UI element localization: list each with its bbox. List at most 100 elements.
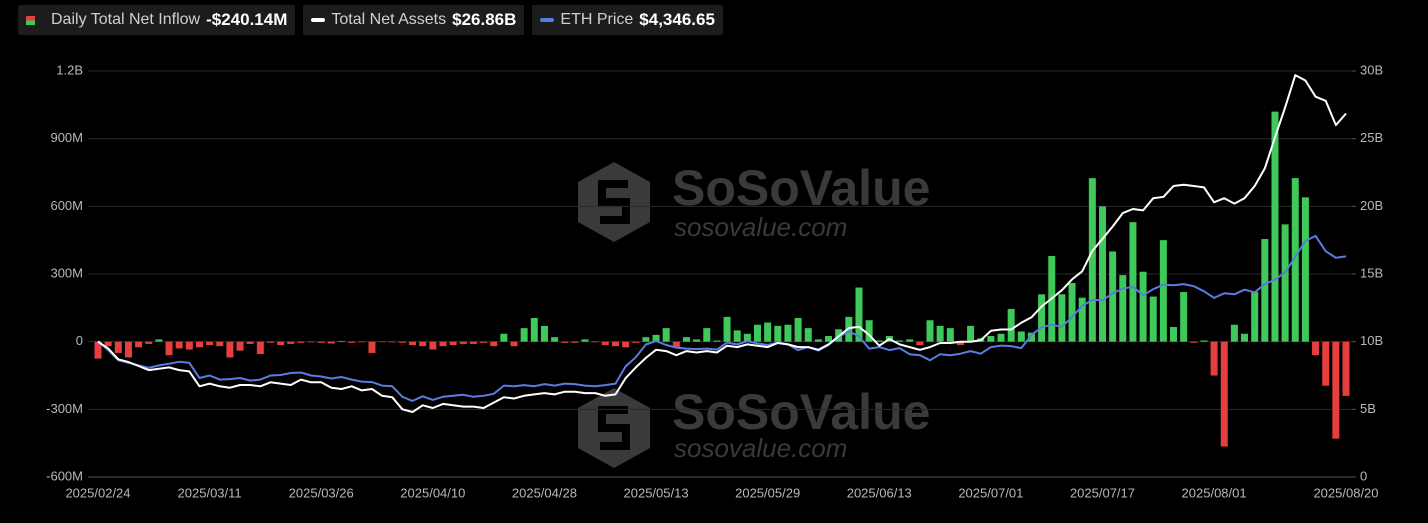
bar (1241, 333, 1249, 342)
bar (1027, 332, 1035, 342)
bar (946, 328, 954, 342)
bar (581, 339, 589, 342)
y2-tick-label: 30B (1360, 62, 1383, 77)
y2-tick-label: 10B (1360, 333, 1383, 348)
bar (358, 341, 366, 343)
bar (226, 341, 234, 358)
bar (784, 324, 792, 342)
bar (368, 341, 376, 353)
bar (1190, 341, 1198, 343)
bar (622, 341, 630, 348)
bar (135, 341, 143, 348)
watermark-logo (578, 162, 650, 242)
bar (642, 337, 650, 342)
bar (1068, 283, 1076, 342)
bar (896, 340, 904, 342)
bar (338, 340, 346, 342)
bar (774, 325, 782, 342)
bar (236, 341, 244, 351)
bar (114, 341, 122, 353)
bar (287, 341, 295, 344)
bar (1230, 324, 1238, 342)
watermark-brand: SoSoValue (672, 160, 930, 216)
y-tick-label: 0 (76, 333, 83, 348)
bar (804, 328, 812, 342)
bar (439, 341, 447, 347)
legend-value: -$240.14M (206, 10, 288, 29)
x-tick-label: 2025/07/17 (1070, 485, 1135, 500)
watermark-brand: SoSoValue (672, 384, 930, 440)
x-tick-label: 2025/07/01 (958, 485, 1023, 500)
bar (520, 328, 528, 342)
bar (1301, 197, 1309, 342)
x-tick-label: 2025/04/28 (512, 485, 577, 500)
bar (388, 341, 396, 343)
bar (530, 317, 538, 342)
x-tick-label: 2025/05/13 (624, 485, 689, 500)
line (97, 74, 1347, 413)
bar (916, 341, 924, 346)
bar (1261, 239, 1269, 342)
bar (703, 328, 711, 342)
bar (591, 341, 599, 343)
bar (571, 341, 579, 343)
bar (469, 341, 477, 344)
bar (997, 333, 1005, 342)
bar (733, 330, 741, 342)
bar (1271, 111, 1279, 342)
bar (926, 320, 934, 342)
bar (855, 287, 863, 342)
bar (865, 320, 873, 342)
bar (814, 339, 822, 342)
bar (713, 340, 721, 342)
bar (1180, 292, 1188, 342)
bar (1149, 296, 1157, 342)
bar (754, 324, 762, 342)
y-tick-label: -300M (46, 401, 83, 416)
line (97, 234, 1347, 402)
legend-item[interactable]: Total Net Assets $26.86B (303, 5, 525, 35)
bar (1109, 251, 1117, 342)
bar (1017, 331, 1025, 342)
bar (124, 341, 132, 358)
bar (94, 341, 102, 359)
bar (1098, 206, 1106, 342)
bar (611, 341, 619, 347)
bar (672, 341, 680, 348)
bar (327, 341, 335, 344)
bar (1200, 340, 1208, 342)
y-tick-label: 300M (50, 265, 83, 280)
y2-tick-label: 25B (1360, 130, 1383, 145)
bar (561, 341, 569, 343)
bar (246, 341, 254, 344)
bar (1159, 240, 1167, 342)
watermark-url: sosovalue.com (674, 212, 847, 242)
bar (409, 341, 417, 346)
bar (277, 341, 285, 346)
bar (1291, 178, 1299, 342)
y-tick-label: 900M (50, 130, 83, 145)
bar (175, 341, 183, 349)
legend-item[interactable]: ETH Price $4,346.65 (532, 5, 723, 35)
bar (398, 341, 406, 343)
y-tick-label: -600M (46, 468, 83, 483)
y2-tick-label: 5B (1360, 401, 1376, 416)
bar (500, 333, 508, 342)
bar (551, 337, 559, 342)
bar (936, 325, 944, 342)
bar (906, 339, 914, 342)
bar (429, 341, 437, 350)
bar (682, 337, 690, 342)
y-tick-label: 600M (50, 198, 83, 213)
bar (1220, 341, 1228, 447)
bar (723, 316, 731, 342)
bar (317, 341, 325, 343)
bar (297, 341, 305, 343)
bar (1322, 341, 1330, 386)
bar (1007, 308, 1015, 342)
bar (419, 341, 427, 347)
bar (825, 336, 833, 342)
legend-item[interactable]: Daily Total Net Inflow -$240.14M (18, 5, 296, 35)
